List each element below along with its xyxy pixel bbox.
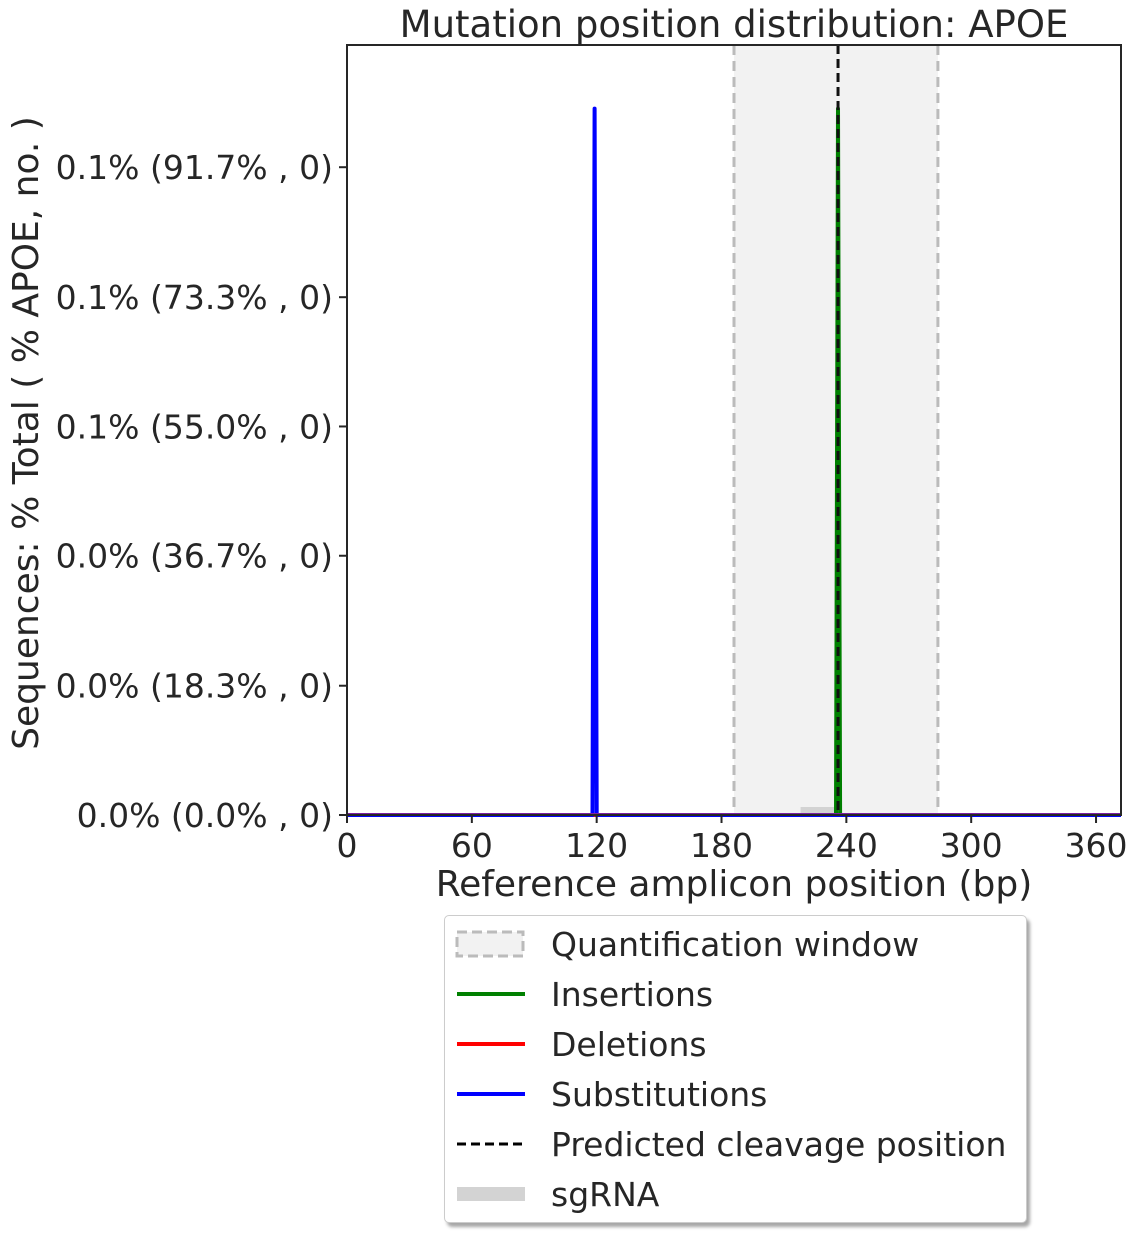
legend-item-sgrna: sgRNA — [455, 1174, 659, 1214]
legend-item-substitutions: Substitutions — [455, 1074, 767, 1114]
legend-label: Quantification window — [551, 924, 920, 964]
y-tick-label: 0.1% (91.7% , 0) — [56, 148, 333, 187]
x-tick-label: 180 — [690, 826, 753, 865]
legend-label: Substitutions — [551, 1074, 768, 1114]
legend: Quantification window Insertions Deletio… — [444, 915, 1027, 1223]
sgrna-bar — [800, 807, 841, 815]
legend-item-predicted-cleavage: Predicted cleavage position — [455, 1124, 1006, 1164]
y-tick-label: 0.1% (55.0% , 0) — [56, 407, 333, 446]
x-tick-label: 0 — [337, 826, 358, 865]
y-tick-label: 0.0% (36.7% , 0) — [56, 537, 333, 576]
thick-bar-icon — [457, 1187, 525, 1201]
y-tick-label: 0.0% (18.3% , 0) — [56, 667, 333, 706]
y-tick-label: 0.0% (0.0% , 0) — [77, 796, 333, 835]
legend-label: Predicted cleavage position — [551, 1124, 1007, 1164]
legend-item-quantification-window: Quantification window — [455, 924, 919, 964]
x-tick-label: 300 — [940, 826, 1003, 865]
legend-item-deletions: Deletions — [455, 1024, 707, 1064]
x-axis-label: Reference amplicon position (bp) — [436, 864, 1033, 905]
dashed-box-icon — [455, 930, 525, 958]
plot-area — [346, 44, 1122, 817]
legend-label: sgRNA — [551, 1174, 660, 1214]
mutation-position-chart: Mutation position distribution: APOE 0 60… — [6, 3, 1128, 905]
legend-item-insertions: Insertions — [455, 974, 713, 1014]
line-icon — [457, 1042, 525, 1046]
line-icon — [457, 1092, 525, 1096]
x-tick-label: 120 — [565, 826, 628, 865]
x-tick-label: 360 — [1065, 826, 1128, 865]
y-axis-label: Sequences: % Total ( % APOE, no. ) — [6, 116, 47, 750]
y-axis-ticks: 0.0% (0.0% , 0) 0.0% (18.3% , 0) 0.0% (36.… — [56, 148, 347, 835]
plot-frame — [346, 44, 1122, 816]
dashed-line-icon — [457, 1142, 525, 1146]
x-axis-ticks: 0 60 120 180 240 300 360 — [337, 815, 1128, 865]
y-tick-label: 0.1% (73.3% , 0) — [56, 278, 333, 317]
x-tick-label: 240 — [815, 826, 878, 865]
x-tick-label: 60 — [451, 826, 493, 865]
legend-label: Insertions — [551, 974, 714, 1014]
chart-title: Mutation position distribution: APOE — [400, 3, 1069, 46]
legend-label: Deletions — [551, 1024, 707, 1064]
line-icon — [457, 992, 525, 996]
